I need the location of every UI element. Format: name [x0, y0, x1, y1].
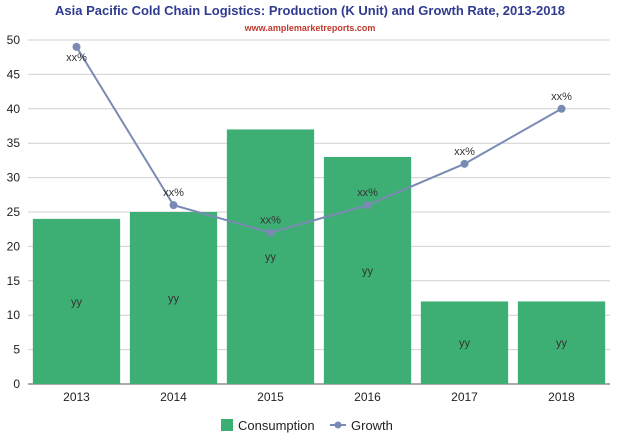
- growth-point-2018: [557, 104, 566, 113]
- bar-2014: [129, 212, 218, 384]
- bar-2017: [420, 301, 509, 384]
- bar-data-label: yy: [362, 265, 374, 277]
- y-tick-label: 50: [7, 33, 21, 47]
- legend-label-growth: Growth: [351, 418, 393, 433]
- bar-data-label: yy: [71, 296, 83, 308]
- growth-point-2014: [169, 201, 178, 210]
- line-series: [72, 42, 566, 237]
- y-tick-label: 30: [7, 171, 21, 185]
- x-axis-ticks: 2013 2014 2015 2016 2017 2018: [63, 390, 575, 404]
- line-data-labels: xx% xx% xx% xx% xx% xx%: [66, 52, 572, 227]
- bar-data-label: yy: [556, 338, 568, 350]
- growth-point-2017: [460, 159, 469, 168]
- y-axis-ticks: 0 5 10 15 20 25 30 35 40 45 50: [7, 33, 21, 391]
- y-tick-label: 5: [13, 343, 20, 357]
- growth-point-2016: [363, 201, 372, 210]
- bar-data-labels: yy yy yy yy yy yy: [71, 252, 568, 350]
- growth-line: [75, 46, 562, 234]
- x-tick-label: 2016: [354, 390, 381, 404]
- x-tick-label: 2013: [63, 390, 90, 404]
- bar-2015: [226, 129, 315, 384]
- y-tick-label: 35: [7, 136, 21, 150]
- y-tick-label: 45: [7, 67, 21, 81]
- bar-data-label: yy: [265, 252, 277, 264]
- line-data-label: xx%: [163, 187, 184, 199]
- x-tick-label: 2018: [548, 390, 575, 404]
- y-tick-label: 10: [7, 308, 21, 322]
- line-data-label: xx%: [260, 215, 281, 227]
- line-data-label: xx%: [357, 187, 378, 199]
- legend-marker-growth: [334, 421, 342, 429]
- legend-swatch-consumption: [221, 419, 233, 431]
- line-data-label: xx%: [66, 52, 87, 64]
- bar-2016: [323, 156, 412, 384]
- y-tick-label: 25: [7, 205, 21, 219]
- y-tick-label: 0: [13, 377, 20, 391]
- line-data-label: xx%: [454, 146, 475, 158]
- y-tick-label: 20: [7, 239, 21, 253]
- x-tick-label: 2014: [160, 390, 187, 404]
- legend: Consumption Growth: [221, 418, 393, 433]
- bar-2018: [517, 301, 606, 384]
- growth-point-2015: [266, 228, 275, 237]
- line-data-label: xx%: [551, 91, 572, 103]
- bar-series: [32, 129, 606, 384]
- grid-lines: [28, 39, 610, 385]
- y-tick-label: 40: [7, 102, 21, 116]
- chart-subtitle: www.amplemarketreports.com: [244, 23, 376, 33]
- y-tick-label: 15: [7, 274, 21, 288]
- x-tick-label: 2015: [257, 390, 284, 404]
- bar-2013: [32, 218, 121, 384]
- bar-data-label: yy: [168, 293, 180, 305]
- legend-label-consumption: Consumption: [238, 418, 315, 433]
- bar-data-label: yy: [459, 338, 471, 350]
- growth-point-2013: [72, 42, 81, 51]
- x-tick-label: 2017: [451, 390, 478, 404]
- chart-title: Asia Pacific Cold Chain Logistics: Produ…: [55, 3, 565, 18]
